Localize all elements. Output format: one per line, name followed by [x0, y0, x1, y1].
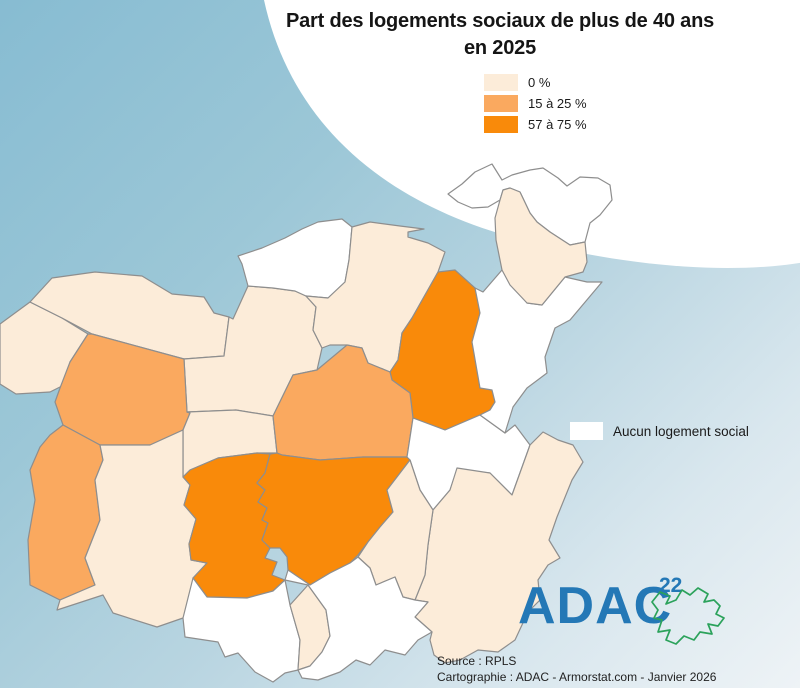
legend-swatch-15-25pct — [484, 95, 518, 112]
region-paimpol-south — [494, 187, 588, 306]
region-perros-coast — [237, 218, 353, 299]
credits: Source : RPLS Cartographie : ADAC - Armo… — [437, 653, 716, 685]
map-title-line2: en 2025 — [464, 37, 536, 59]
legend-row-0pct: 0 % — [484, 74, 587, 91]
legend-label-15-25pct: 15 à 25 % — [528, 96, 587, 111]
adac-logo-number: 22 — [659, 574, 683, 597]
map-regions — [0, 163, 613, 683]
sea-ellipse — [264, 0, 800, 268]
adac-logo-department-outline-icon — [651, 587, 725, 645]
legend-no-data: Aucun logement social — [570, 422, 749, 440]
map-title-line1: Part des logements sociaux de plus de 40… — [285, 10, 715, 32]
legend-swatch-57-75pct — [484, 116, 518, 133]
legend-label-57-75pct: 57 à 75 % — [528, 117, 587, 132]
legend: 0 % 15 à 25 % 57 à 75 % — [484, 74, 587, 137]
adac-logo: ADAC 22 — [518, 574, 728, 655]
credits-source: Source : RPLS — [437, 654, 517, 668]
credits-cartography: Cartographie : ADAC - Armorstat.com - Ja… — [437, 670, 717, 684]
adac-logo-text: ADAC — [518, 577, 673, 635]
map-title: Part des logements sociaux de plus de 40… — [250, 8, 750, 62]
legend-label-no-data: Aucun logement social — [613, 423, 749, 439]
legend-row-57-75pct: 57 à 75 % — [484, 116, 587, 133]
legend-swatch-0pct — [484, 74, 518, 91]
legend-label-0pct: 0 % — [528, 75, 551, 90]
legend-row-15-25pct: 15 à 25 % — [484, 95, 587, 112]
legend-swatch-no-data — [570, 422, 603, 440]
region-white-south-left — [182, 577, 301, 683]
region-white-south-right — [284, 556, 433, 681]
